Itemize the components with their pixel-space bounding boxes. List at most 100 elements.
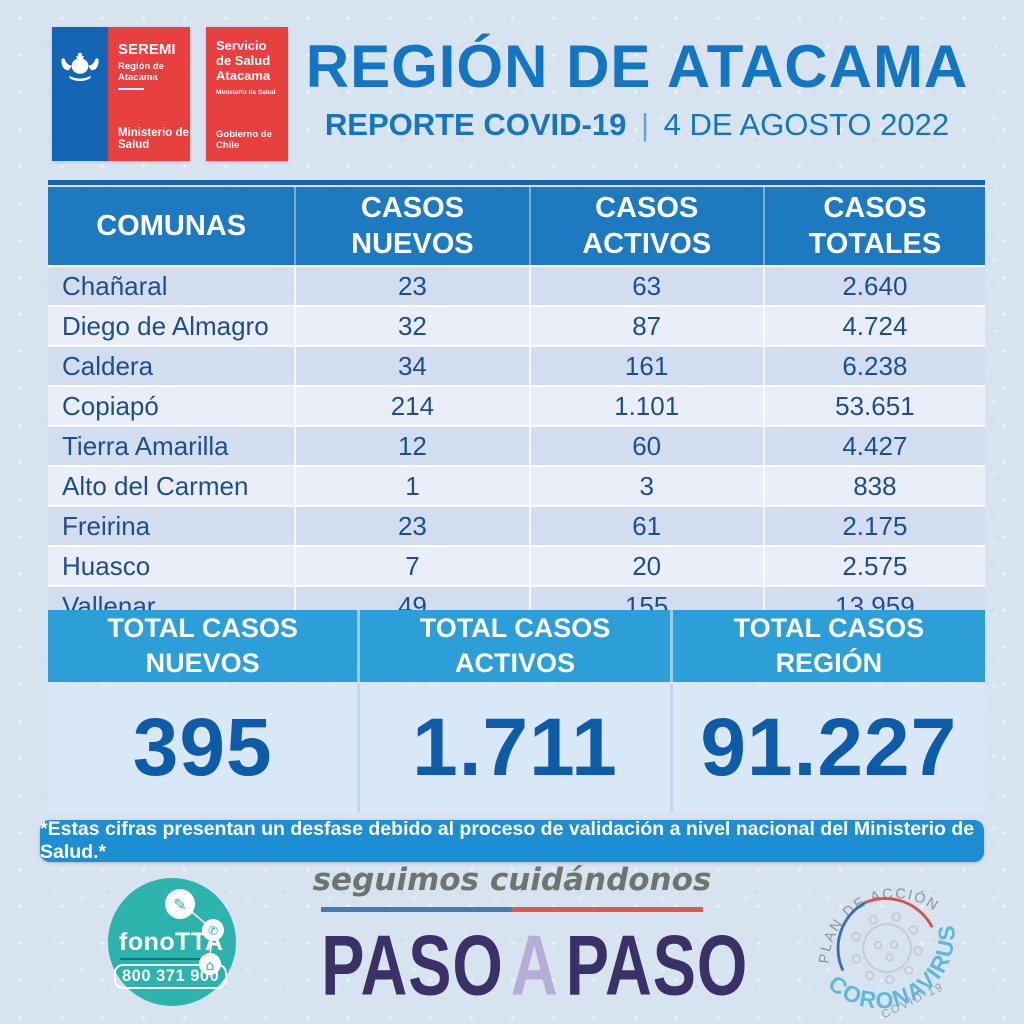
column-header-casos-totales: CASOS TOTALES [808, 191, 942, 260]
cell-comuna: Tierra Amarilla [48, 427, 297, 465]
cell-comuna: Alto del Carmen [48, 467, 297, 505]
cell-nuevos: 23 [296, 507, 531, 545]
total-region-label: TOTAL CASOS REGIÓN [733, 612, 925, 678]
logo-servicio-gov: Gobierno de Chile [216, 129, 272, 151]
divider-blue-half [321, 907, 512, 912]
title-block: REGIÓN DE ATACAMA REPORTE COVID-19 | 4 D… [288, 27, 986, 163]
column-header-casos-nuevos: CASOS NUEVOS [296, 187, 531, 265]
logo-blue-panel [52, 27, 108, 161]
disclaimer-bar: *Estas cifras presentan un desfase debid… [40, 818, 984, 863]
paso-tagline: seguimos cuidándonos [312, 862, 712, 898]
cell-nuevos: 1 [296, 467, 531, 505]
paso-word-1: PASO [321, 919, 504, 1014]
logo-servicio-ministry: Ministerio de Salud [216, 88, 276, 96]
logo-seremi-region: Región de Atacama [118, 61, 164, 83]
cell-comuna: Copiapó [48, 387, 297, 425]
totals-values-band: 395 1.711 91.227 [48, 684, 985, 812]
chile-coat-of-arms-icon [61, 52, 99, 82]
cell-totales: 2.575 [842, 550, 908, 581]
cell-activos: 63 [531, 267, 765, 305]
paso-word-3: PASO [565, 919, 749, 1014]
paso-brand-text: PASO APASO [321, 918, 747, 1015]
table-top-border [48, 180, 985, 185]
table-row: Alto del Carmen 1 3 838 [48, 465, 985, 505]
table-row: Huasco 7 20 2.575 [48, 545, 985, 585]
cell-activos: 87 [531, 307, 765, 345]
cell-totales: 53.651 [835, 390, 915, 421]
cell-comuna: Caldera [48, 347, 297, 385]
cell-totales: 6.238 [842, 350, 908, 381]
logo-seremi-atacama: SEREMI Región de Atacama Ministerio de S… [52, 27, 190, 161]
cell-totales: 838 [853, 470, 897, 501]
cell-totales: 2.175 [842, 510, 908, 541]
cell-totales: 4.427 [842, 430, 908, 461]
table-body: Chañaral 23 63 2.640 Diego de Almagro 32… [48, 265, 985, 625]
table-row: Caldera 34 161 6.238 [48, 345, 985, 385]
cell-nuevos: 214 [296, 387, 531, 425]
cell-totales: 2.640 [842, 270, 908, 301]
report-label: REPORTE COVID-19 [324, 107, 627, 142]
cell-nuevos: 23 [296, 267, 531, 305]
total-nuevos-label: TOTAL CASOS NUEVOS [48, 610, 361, 682]
phone-icon [202, 919, 224, 941]
fonotta-underline [120, 958, 216, 960]
house-icon [199, 953, 221, 975]
cell-activos: 20 [531, 547, 765, 585]
table-header-row: COMUNAS CASOS NUEVOS CASOS ACTIVOS CASOS… [48, 187, 985, 265]
svg-text:✎: ✎ [173, 895, 186, 914]
logo-servicio-salud-atacama: Servicio de Salud Atacama Ministerio de … [206, 27, 288, 161]
subtitle-separator: | [640, 107, 650, 142]
cell-nuevos: 7 [296, 547, 531, 585]
fonotta-phone: 800 371 900 [114, 964, 228, 989]
cell-nuevos: 12 [296, 427, 531, 465]
plan-de-accion-coronavirus-stamp: PLAN DE ACCIÓN CORONAVIRUS COVID-19 [795, 858, 983, 1024]
header: SEREMI Región de Atacama Ministerio de S… [52, 27, 986, 163]
cell-activos: 1.101 [531, 387, 765, 425]
cell-totales: 4.724 [842, 310, 908, 341]
divider-red-half [512, 907, 703, 912]
cell-activos: 161 [531, 347, 765, 385]
page-title: REGIÓN DE ATACAMA [305, 33, 969, 100]
table-row: Chañaral 23 63 2.640 [48, 265, 985, 305]
page-subtitle: REPORTE COVID-19 | 4 DE AGOSTO 2022 [288, 107, 986, 143]
paso-word-2: A [510, 919, 559, 1014]
logo-servicio-line3: Atacama [216, 67, 271, 83]
cell-comuna: Huasco [48, 547, 297, 585]
table-row: Freirina 23 61 2.175 [48, 505, 985, 545]
total-activos-label: TOTAL CASOS ACTIVOS [360, 610, 673, 682]
logo-servicio-line2: de Salud [216, 52, 271, 68]
column-header-comunas: COMUNAS [48, 187, 297, 265]
logo-servicio-line1: Servicio [216, 38, 267, 53]
pencil-icon [165, 889, 195, 919]
report-date: 4 DE AGOSTO 2022 [663, 107, 950, 142]
logo-seremi-title: SEREMI [118, 41, 176, 58]
fonotta-service-icons: ✎ ✆ ⌂ [165, 889, 224, 975]
total-region-value: 91.227 [700, 702, 958, 793]
svg-text:✆: ✆ [208, 924, 218, 938]
table-row: Diego de Almagro 32 87 4.724 [48, 305, 985, 345]
chile-flag-divider [321, 907, 703, 912]
logo-red-panel: SEREMI Región de Atacama Ministerio de S… [108, 27, 190, 161]
logo-divider [118, 88, 144, 90]
totals-header-band: TOTAL CASOS NUEVOS TOTAL CASOS ACTIVOS T… [48, 610, 985, 682]
cell-comuna: Diego de Almagro [48, 307, 297, 345]
fonotta-logo: fonoTTA 800 371 900 ✎ ✆ ⌂ [108, 878, 236, 1006]
total-activos-value: 1.711 [360, 684, 673, 812]
column-header-casos-activos: CASOS ACTIVOS [531, 187, 765, 265]
svg-text:⌂: ⌂ [206, 958, 215, 974]
cell-activos: 60 [531, 427, 765, 465]
cell-activos: 3 [531, 467, 765, 505]
cell-nuevos: 32 [296, 307, 531, 345]
cell-comuna: Chañaral [48, 267, 297, 305]
total-nuevos-value: 395 [48, 684, 361, 812]
cell-activos: 61 [531, 507, 765, 545]
table-row: Tierra Amarilla 12 60 4.427 [48, 425, 985, 465]
paso-a-paso-logo: seguimos cuidándonos PASO APASO [300, 862, 748, 1014]
cases-table: COMUNAS CASOS NUEVOS CASOS ACTIVOS CASOS… [48, 180, 985, 625]
cell-nuevos: 34 [296, 347, 531, 385]
table-row: Copiapó 214 1.101 53.651 [48, 385, 985, 425]
virus-icon [851, 912, 923, 985]
cell-comuna: Freirina [48, 507, 297, 545]
logo-seremi-ministry: Ministerio de Salud [118, 127, 189, 151]
